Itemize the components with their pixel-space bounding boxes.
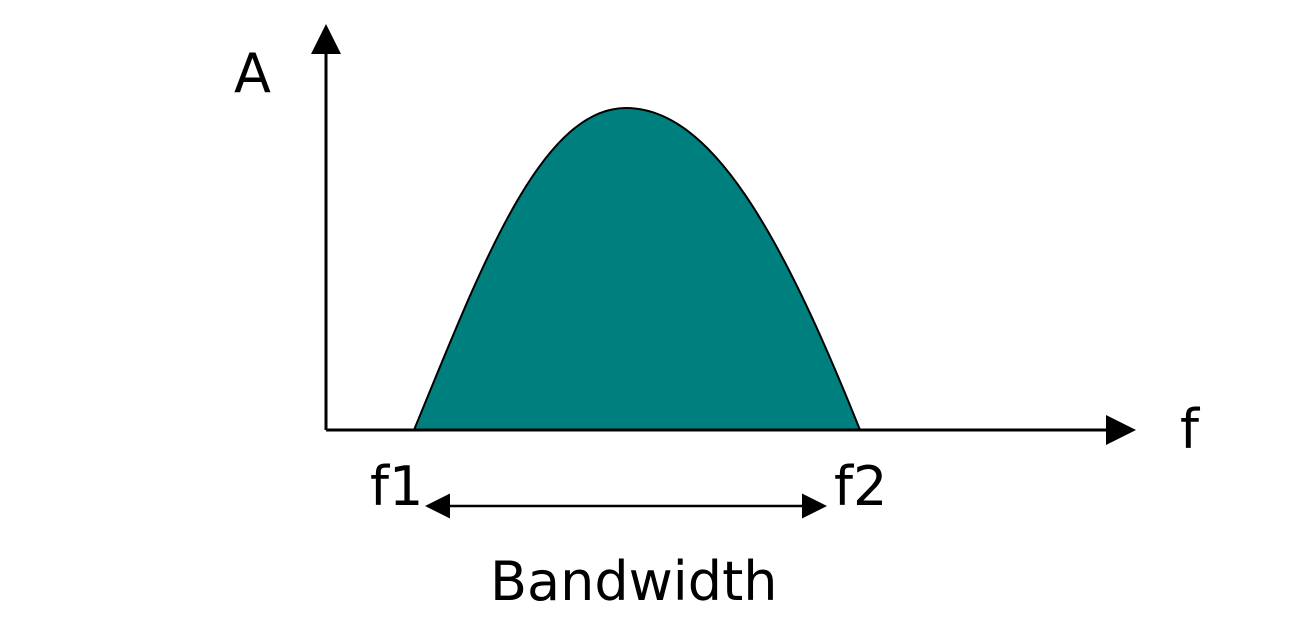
bandwidth-label: Bandwidth — [490, 550, 777, 613]
y-axis-label: A — [234, 42, 271, 105]
bandwidth-curve — [412, 106, 862, 431]
f1-label: f1 — [370, 455, 423, 518]
x-axis-label: f — [1180, 398, 1201, 461]
f2-label: f2 — [834, 455, 887, 518]
